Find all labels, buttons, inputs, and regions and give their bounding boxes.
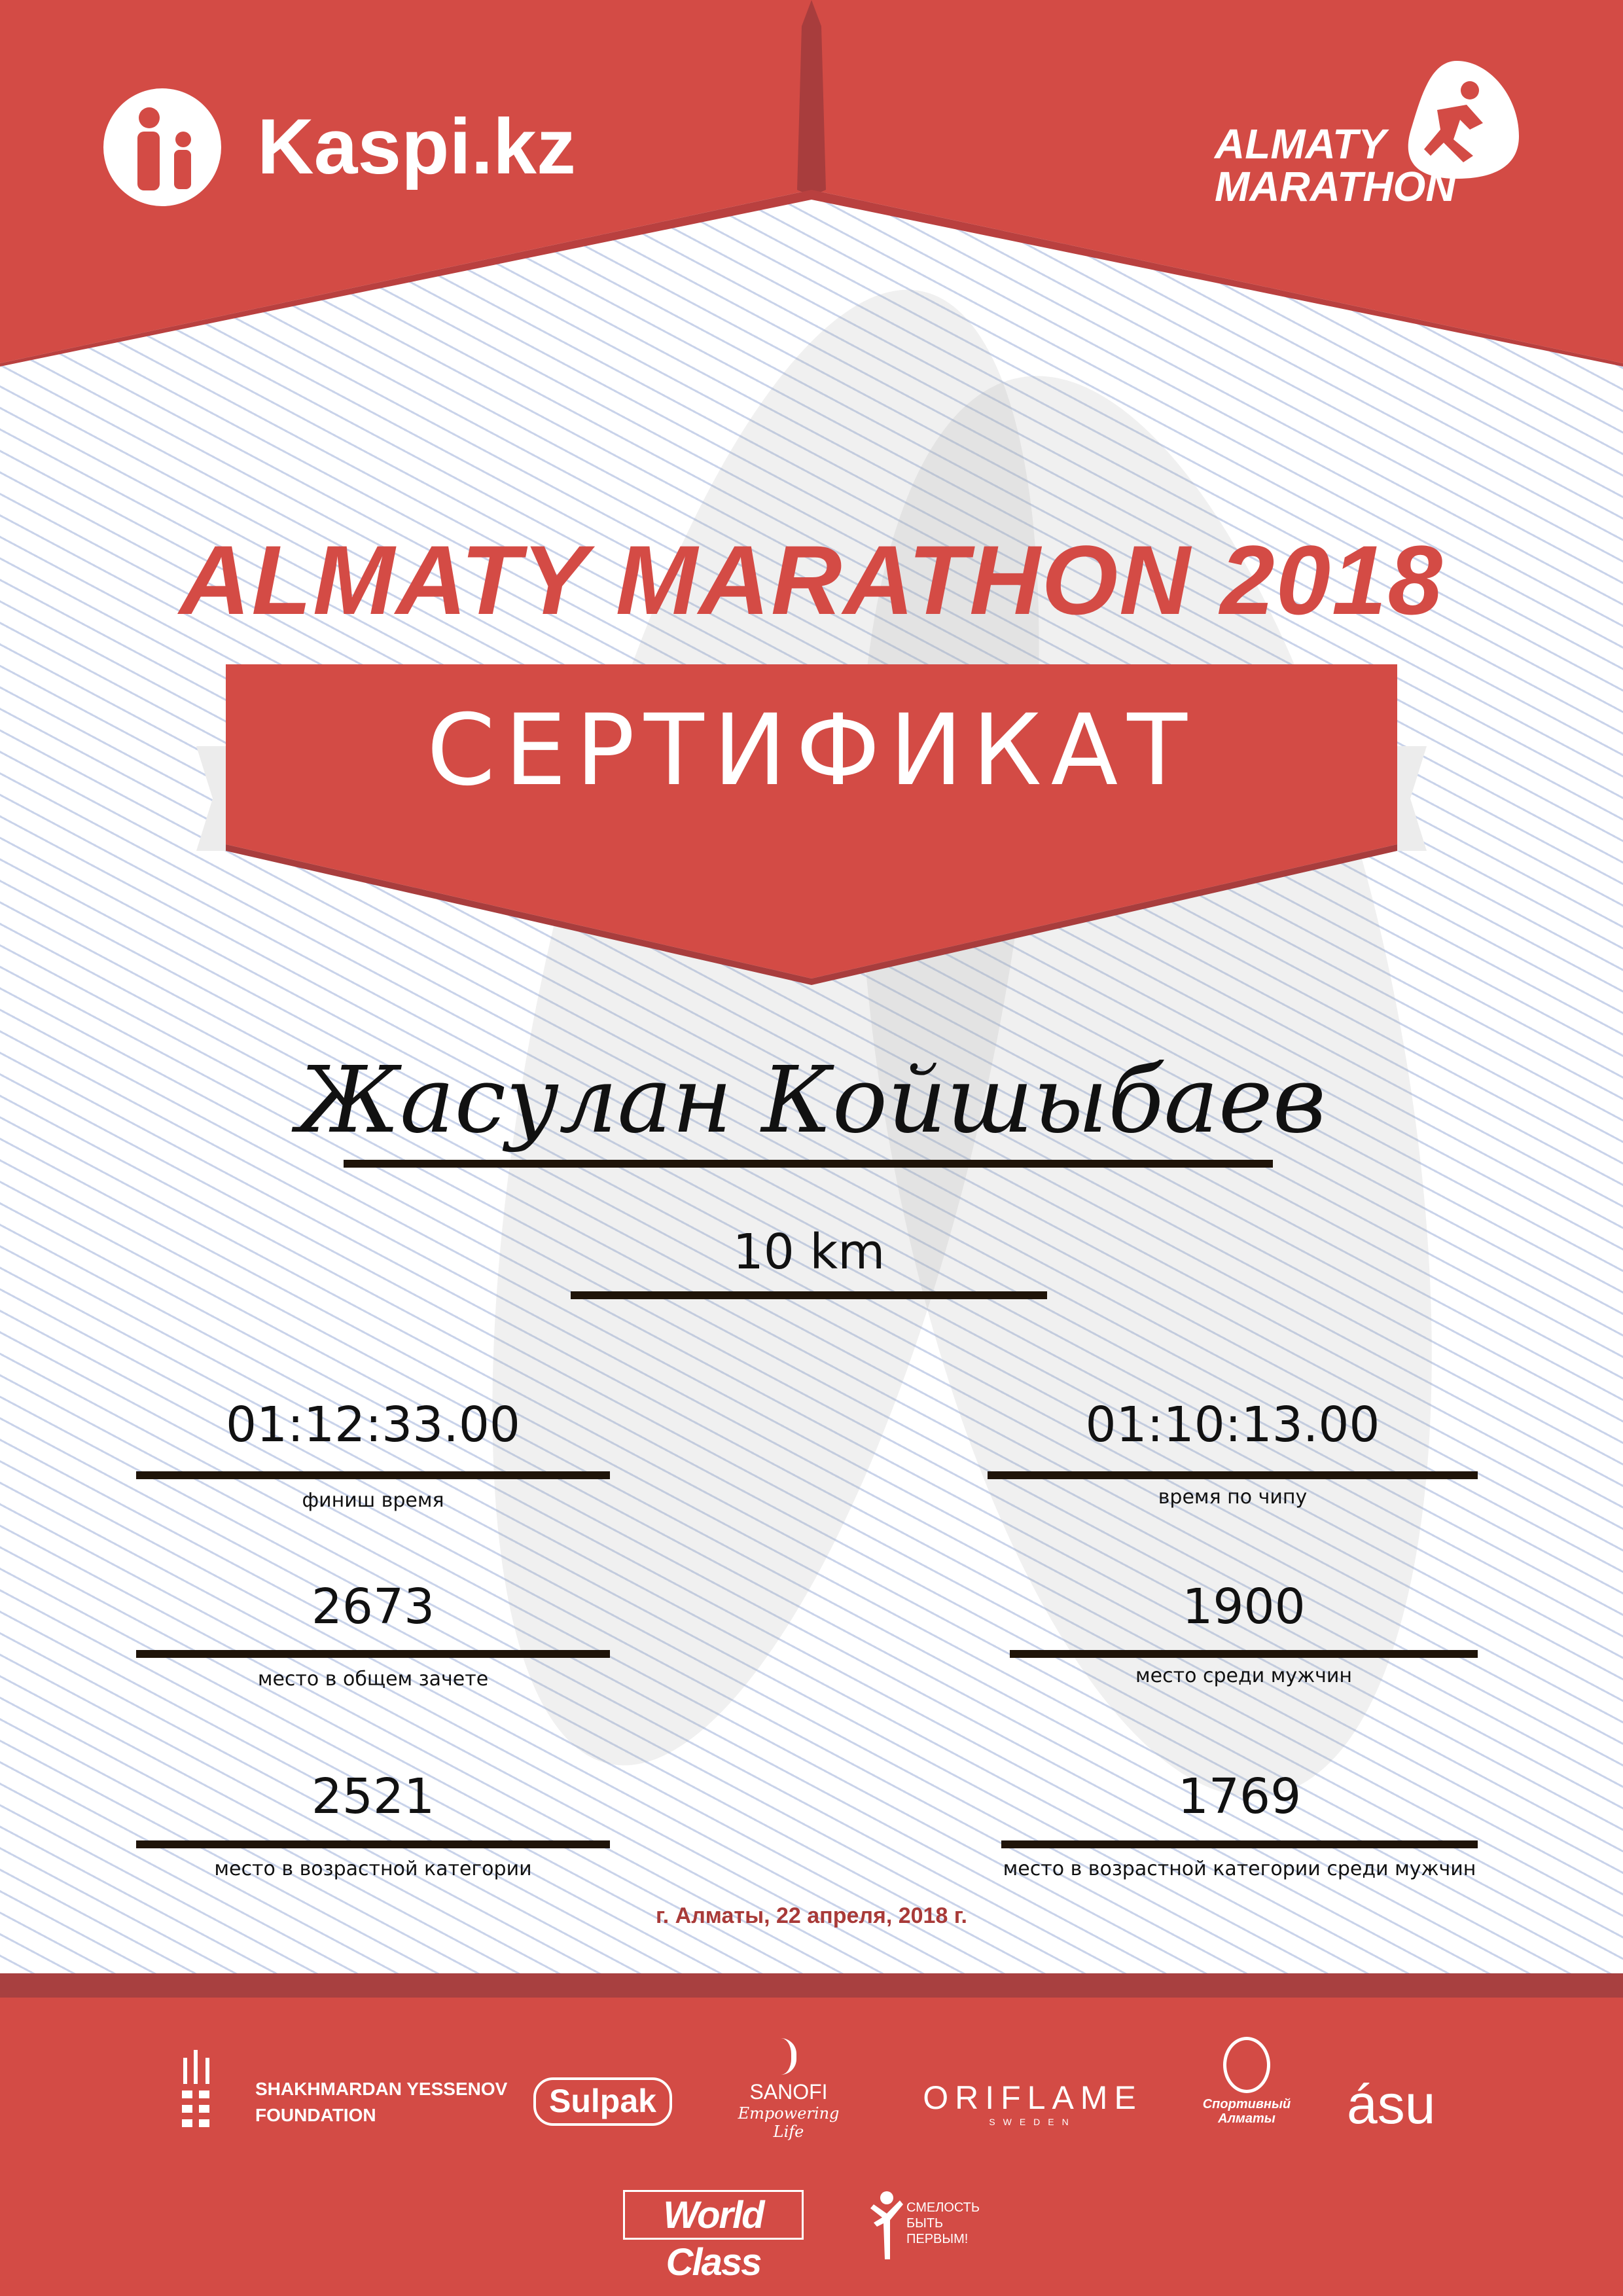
oriflame-sub: SWEDEN bbox=[989, 2117, 1077, 2127]
age-male-place-line bbox=[1001, 1840, 1478, 1848]
chip-time-label: время по чипу bbox=[1158, 1486, 1308, 1509]
smelost-line1: СМЕЛОСТЬ bbox=[906, 2200, 980, 2215]
participant-name: Жасулан Койшыбаев bbox=[296, 1047, 1327, 1154]
chip-time-value: 01:10:13.00 bbox=[1085, 1397, 1380, 1453]
kaspi-wordmark: Kaspi.kz bbox=[257, 103, 576, 190]
event-title: ALMATY MARATHON 2018 bbox=[179, 525, 1444, 635]
kaspi-icon bbox=[103, 88, 221, 206]
age-place-value: 2521 bbox=[311, 1768, 435, 1825]
oriflame-logo: ORIFLAME SWEDEN bbox=[921, 2079, 1144, 2127]
header-banner bbox=[0, 0, 1623, 367]
striped-background bbox=[0, 0, 1623, 1998]
asu-logo: ásu bbox=[1347, 2073, 1436, 2135]
finish-time-line bbox=[136, 1471, 610, 1479]
sanofi-wordmark: SANOFI bbox=[749, 2080, 828, 2104]
age-place-line bbox=[136, 1840, 610, 1848]
logo-text-marathon: MARATHON bbox=[1215, 163, 1456, 210]
sanofi-bird-icon bbox=[781, 2038, 796, 2075]
name-underline bbox=[344, 1160, 1273, 1168]
almaty-marathon-logo: ALMATY MARATHON bbox=[1215, 58, 1529, 215]
yessenov-line2: FOUNDATION bbox=[255, 2105, 376, 2125]
male-place-label: место среди мужчин bbox=[1135, 1664, 1352, 1687]
chip-time-line bbox=[988, 1471, 1478, 1479]
male-place-line bbox=[1010, 1650, 1478, 1658]
sport-almaty-logo: Спортивный Алматы bbox=[1198, 2037, 1296, 2126]
male-place-value: 1900 bbox=[1182, 1579, 1306, 1635]
smelost-line2: БЫТЬ bbox=[906, 2216, 944, 2231]
yessenov-line1: SHAKHMARDAN YESSENOV bbox=[255, 2079, 508, 2099]
yessenov-icon bbox=[182, 2050, 209, 2127]
runner-icon bbox=[1408, 61, 1519, 179]
overall-place-label: место в общем зачете bbox=[257, 1668, 489, 1691]
sport-almaty-text: Спортивный Алматы bbox=[1202, 2097, 1291, 2126]
smelost-runner-icon bbox=[870, 2191, 903, 2259]
sulpak-logo: Sulpak bbox=[533, 2077, 672, 2126]
oriflame-wordmark: ORIFLAME bbox=[923, 2079, 1143, 2116]
footer-band bbox=[0, 1973, 1623, 1998]
sanofi-logo: SANOFI Empowering Life bbox=[723, 2038, 854, 2143]
sanofi-tagline: Empowering Life bbox=[738, 2104, 840, 2141]
smelost-line3: ПЕРВЫМ! bbox=[906, 2232, 969, 2246]
certificate-heading: СЕРТИФИКАТ bbox=[427, 694, 1196, 808]
logo-text-almaty: ALMATY bbox=[1215, 120, 1386, 168]
overall-place-line bbox=[136, 1650, 610, 1658]
age-male-place-label: место в возрастной категории среди мужчи… bbox=[1003, 1857, 1476, 1880]
kaspi-logo: Kaspi.kz bbox=[97, 88, 576, 206]
finish-time-value: 01:12:33.00 bbox=[225, 1397, 521, 1453]
sponsors-footer: SHAKHMARDAN YESSENOV FOUNDATION Sulpak S… bbox=[0, 1998, 1623, 2296]
age-place-label: место в возрастной категории bbox=[214, 1857, 532, 1880]
distance-underline bbox=[571, 1291, 1047, 1299]
yessenov-logo: SHAKHMARDAN YESSENOV FOUNDATION bbox=[182, 2050, 507, 2135]
age-male-place-value: 1769 bbox=[1177, 1768, 1302, 1825]
distance-value: 10 km bbox=[732, 1224, 885, 1280]
certificate-ribbon bbox=[196, 664, 1427, 985]
finish-time-label: финиш время bbox=[302, 1489, 444, 1512]
overall-place-value: 2673 bbox=[311, 1579, 435, 1635]
certificate-date: г. Алматы, 22 апреля, 2018 г. bbox=[656, 1903, 967, 1928]
smelost-logo: СМЕЛОСТЬ БЫТЬ ПЕРВЫМ! bbox=[857, 2174, 1014, 2259]
worldclass-logo: World Class bbox=[623, 2190, 804, 2284]
sport-almaty-emblem-icon bbox=[1223, 2037, 1270, 2093]
